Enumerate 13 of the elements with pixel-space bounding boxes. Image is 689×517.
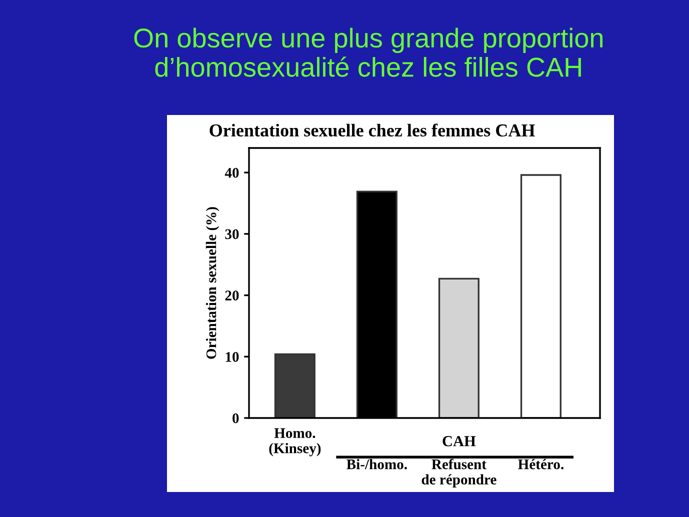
y-tick-label: 0 — [232, 413, 239, 424]
x-tick-label: Refusent de répondre — [422, 458, 496, 488]
chart-subtitle: Orientation sexuelle chez les femmes CAH — [210, 124, 535, 137]
text: CAH — [442, 436, 476, 446]
y-axis-title: Orientation sexuelle (%) — [206, 207, 220, 359]
x-tick-label: Hétéro. — [518, 458, 564, 470]
x-tick-label: Bi-/homo. — [346, 458, 407, 470]
y-tick-label: 10 — [226, 352, 239, 362]
y-tick-label: 40 — [224, 168, 239, 178]
y-tick-label: 30 — [225, 229, 239, 240]
chart-title: On observe une plus grande proportion d’homosexualité chez les filles CAH — [134, 28, 603, 77]
x-tick-label: Homo. (Kinsey) — [269, 428, 321, 456]
y-tick-label: 20 — [225, 290, 239, 300]
